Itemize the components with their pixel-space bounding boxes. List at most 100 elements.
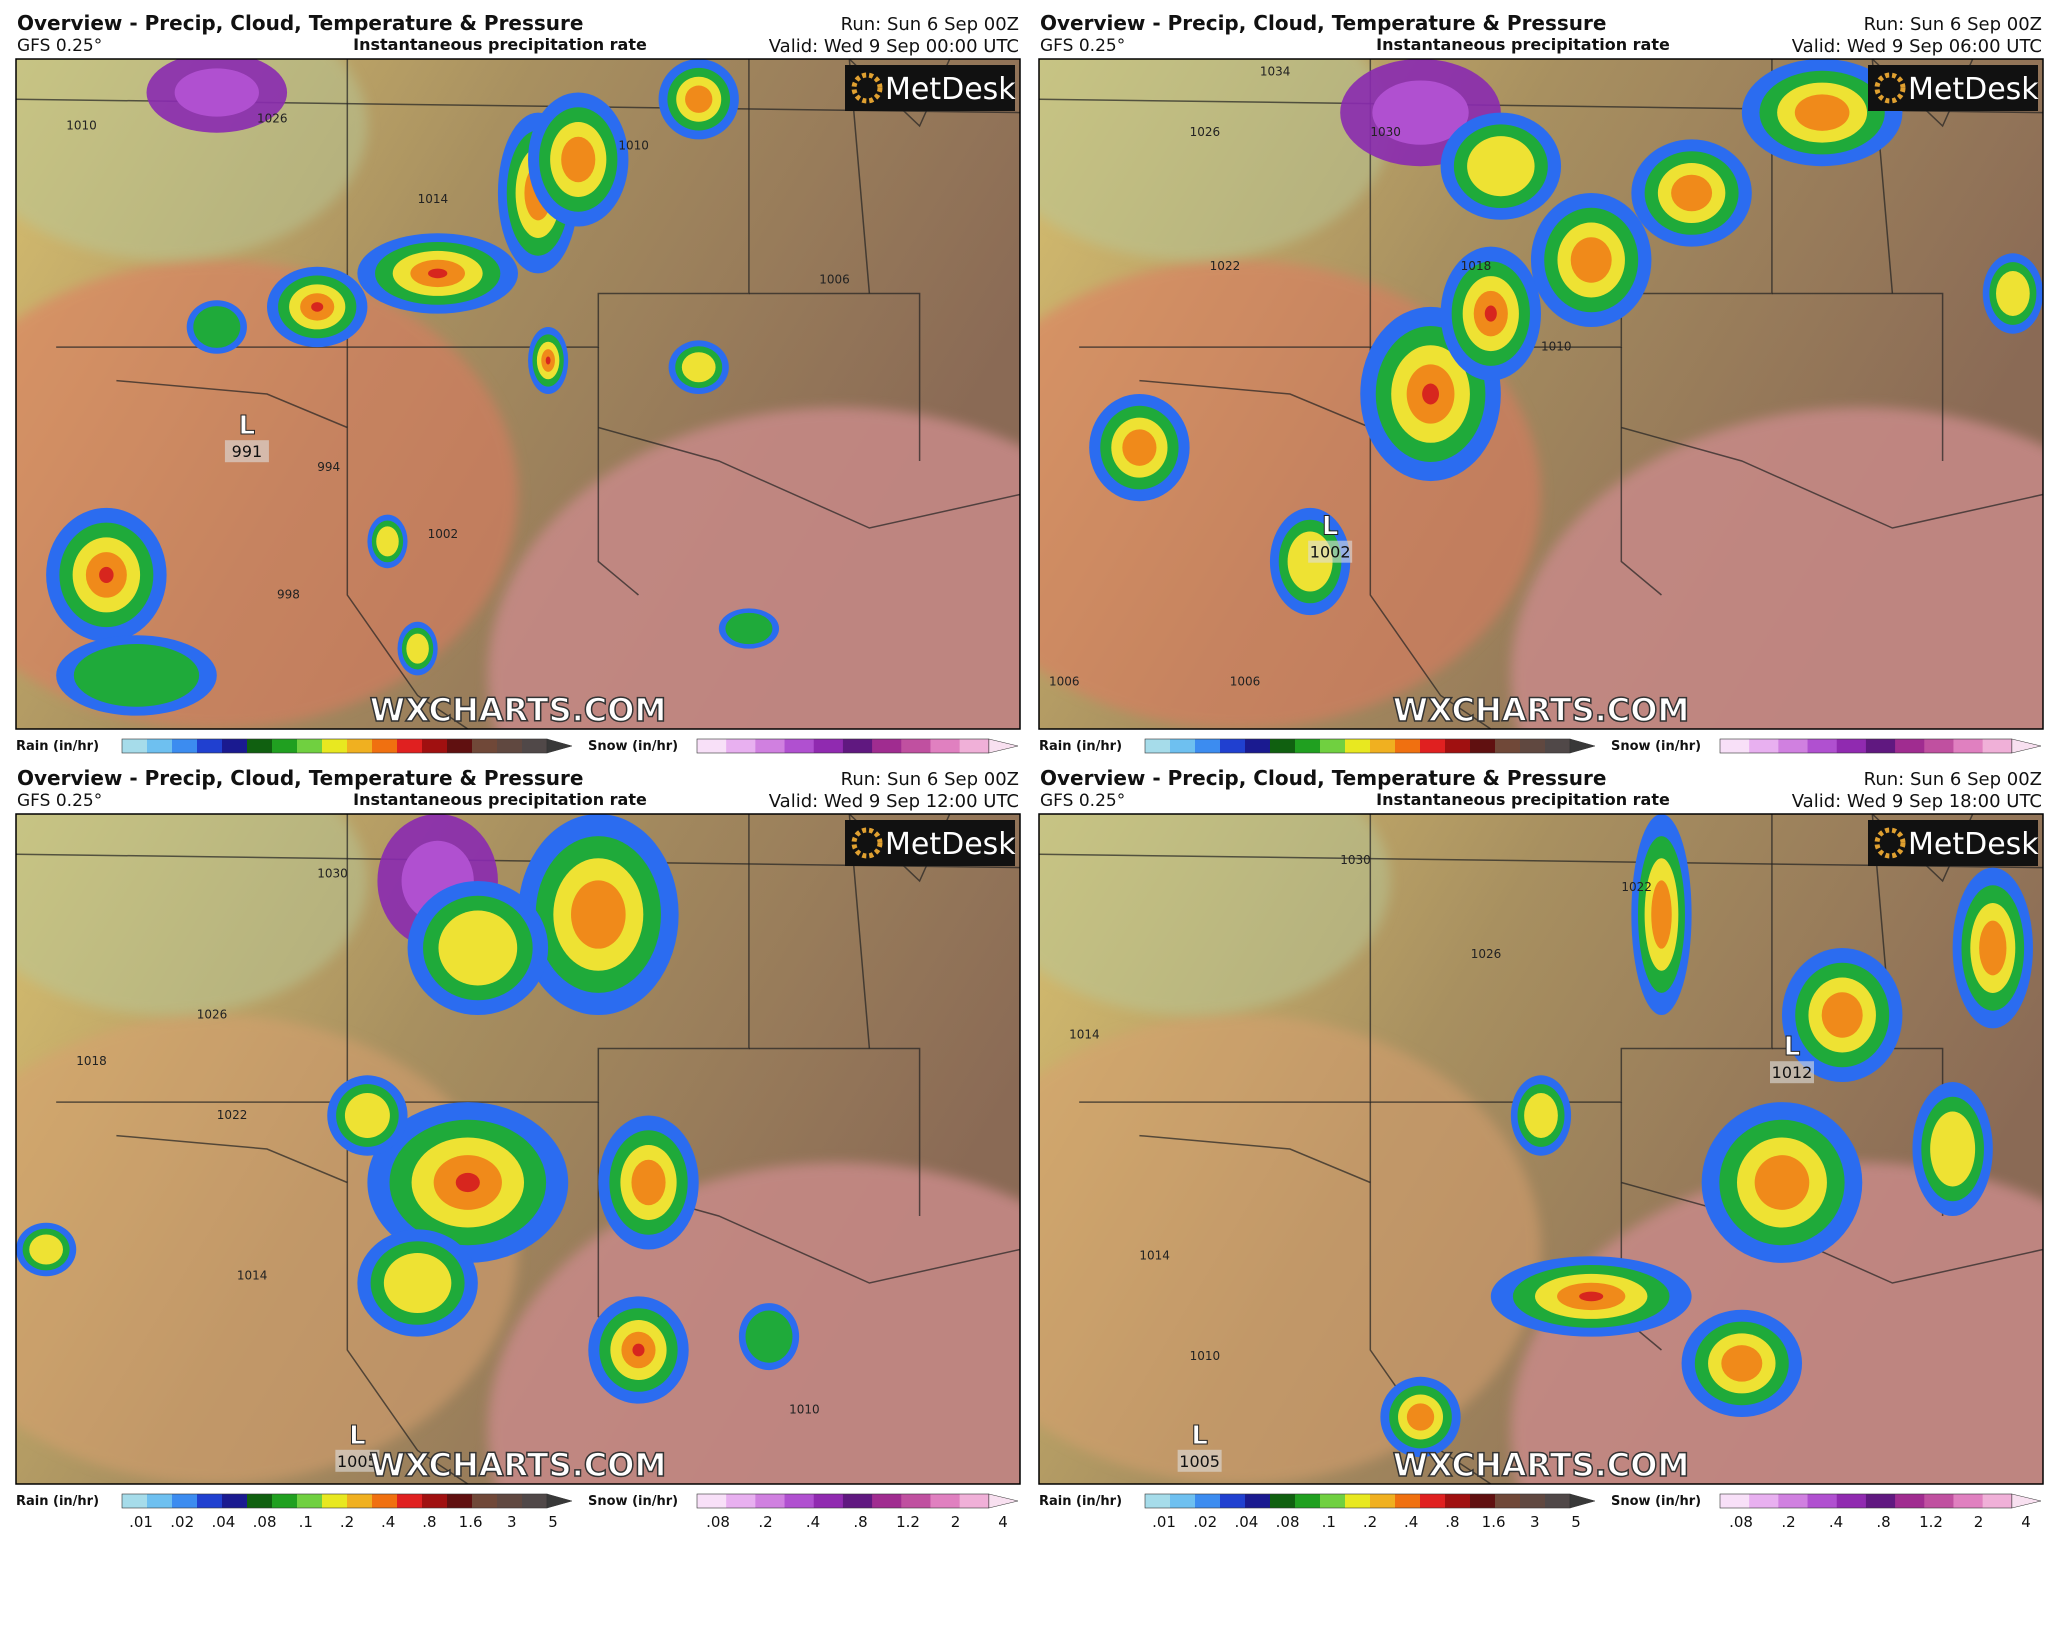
rain-swatch — [1245, 1494, 1271, 1508]
boundary — [1139, 1134, 1371, 1184]
snow-swatch — [930, 1494, 961, 1508]
rain-tick-label: 3 — [507, 1513, 517, 1531]
snow-swatch — [726, 1494, 756, 1508]
snow-tick-label: .8 — [853, 1513, 867, 1531]
map-frame — [1038, 58, 2044, 730]
logo-text: MetDesk — [885, 827, 1016, 862]
snow-swatch — [1836, 1494, 1867, 1508]
snow-tick-label: 1.2 — [1919, 1513, 1943, 1531]
rain-swatch — [1295, 1494, 1321, 1508]
snow-swatch — [755, 1494, 786, 1508]
rain-tick-label: .1 — [1322, 1513, 1336, 1531]
rain-swatch — [1295, 739, 1321, 753]
precip-area — [1721, 1345, 1763, 1382]
isobar-label: 1014 — [237, 1269, 268, 1283]
rain-swatch — [1370, 739, 1396, 753]
gulf — [487, 407, 1020, 729]
isobar-label: 1010 — [789, 1403, 820, 1417]
rain-tick-label: .04 — [211, 1513, 235, 1531]
rain-tick-label: 3 — [1530, 1513, 1540, 1531]
rain-swatch — [197, 1494, 223, 1508]
product-label: Instantaneous precipitation rate — [353, 35, 647, 54]
run-label: Run: Sun 6 Sep 00Z — [841, 769, 1019, 790]
precip-area — [1422, 383, 1439, 405]
rain-swatch — [172, 739, 198, 753]
precip-area — [571, 880, 626, 949]
isobar-label: 1018 — [1461, 259, 1492, 273]
rain-swatch — [1495, 739, 1521, 753]
precip-area — [99, 566, 114, 583]
watermark: WXCHARTS.COM — [1393, 1446, 1690, 1484]
rain-swatch — [1170, 739, 1196, 753]
rain-swatch — [1495, 1494, 1521, 1508]
precip-area — [1930, 1111, 1976, 1187]
precip-area — [1794, 94, 1850, 131]
isobar-label: 1010 — [618, 138, 649, 152]
rain-swatch — [422, 739, 448, 753]
snow-swatch — [1807, 1494, 1838, 1508]
precip-area — [745, 1310, 793, 1363]
watermark: WXCHARTS.COM — [1393, 691, 1690, 729]
snow-swatch — [697, 1494, 727, 1508]
snow-swatch — [1836, 739, 1867, 753]
rain-tick-label: .04 — [1234, 1513, 1258, 1531]
rain-tick-label: .02 — [170, 1513, 194, 1531]
low-pressure: 991 — [232, 442, 263, 461]
rain-swatch — [122, 1494, 148, 1508]
boundary — [748, 1047, 921, 1216]
isobar-label: 1022 — [217, 1108, 248, 1122]
snow-tick-label: 4 — [2021, 1513, 2031, 1531]
rain-bar-frame — [121, 738, 548, 754]
run-label: Run: Sun 6 Sep 00Z — [1864, 769, 2042, 790]
precip-area — [344, 1092, 390, 1139]
rain-swatch — [1195, 1494, 1221, 1508]
snow-swatch — [1982, 1494, 2013, 1508]
logo-box — [845, 820, 1015, 866]
logo-text: MetDesk — [885, 72, 1016, 107]
low-symbol: L — [349, 1421, 366, 1451]
boundary — [116, 1134, 348, 1184]
map: 103010221026101410141010L1012L1005MetDes… — [1039, 814, 2043, 1484]
map-frame — [15, 58, 1021, 730]
precip-area — [1821, 992, 1863, 1038]
rain-swatch — [1395, 739, 1421, 753]
snow-swatch — [872, 739, 902, 753]
rain-swatch — [1545, 1494, 1571, 1508]
rain-swatch — [397, 739, 423, 753]
boundary — [1369, 347, 1492, 729]
snow-swatch — [755, 739, 786, 753]
rain-bar-frame — [1144, 1493, 1571, 1509]
panel: Overview - Precip, Cloud, Temperature & … — [1038, 766, 2044, 1531]
snow-bar-frame — [1719, 738, 2013, 754]
snow-swatch — [784, 739, 815, 753]
isobar-label: 1010 — [66, 118, 97, 132]
rain-swatch — [122, 739, 148, 753]
rain-swatch — [1220, 739, 1246, 753]
precip-area — [311, 302, 324, 312]
product-label: Instantaneous precipitation rate — [353, 790, 647, 809]
rain-swatch — [322, 1494, 348, 1508]
snow-label: Snow (in/hr) — [1611, 1494, 1701, 1509]
isobar-label: 1022 — [1210, 259, 1241, 273]
run-label: Run: Sun 6 Sep 00Z — [1864, 14, 2042, 35]
snow-swatch — [726, 739, 756, 753]
precip-area — [1570, 237, 1612, 283]
panel-title: Overview - Precip, Cloud, Temperature & … — [1040, 11, 1606, 35]
rain-swatch — [1569, 738, 1596, 754]
snow-swatch — [872, 1494, 902, 1508]
panel: Overview - Precip, Cloud, Temperature & … — [15, 11, 1021, 754]
rain-tick-label: .01 — [1152, 1513, 1176, 1531]
precip-area — [1579, 1291, 1604, 1302]
rain-swatch — [522, 739, 548, 753]
snow-swatch — [1807, 739, 1838, 753]
low-symbol: L — [239, 411, 256, 441]
watermark: WXCHARTS.COM — [370, 1446, 667, 1484]
low-box — [1770, 1061, 1814, 1084]
snow-swatch — [1720, 739, 1750, 753]
isobar-label: 1034 — [1260, 65, 1291, 79]
logo-box — [1868, 820, 2038, 866]
rain-swatch — [422, 1494, 448, 1508]
precip-area — [383, 1252, 452, 1314]
rain-swatch — [1345, 739, 1371, 753]
